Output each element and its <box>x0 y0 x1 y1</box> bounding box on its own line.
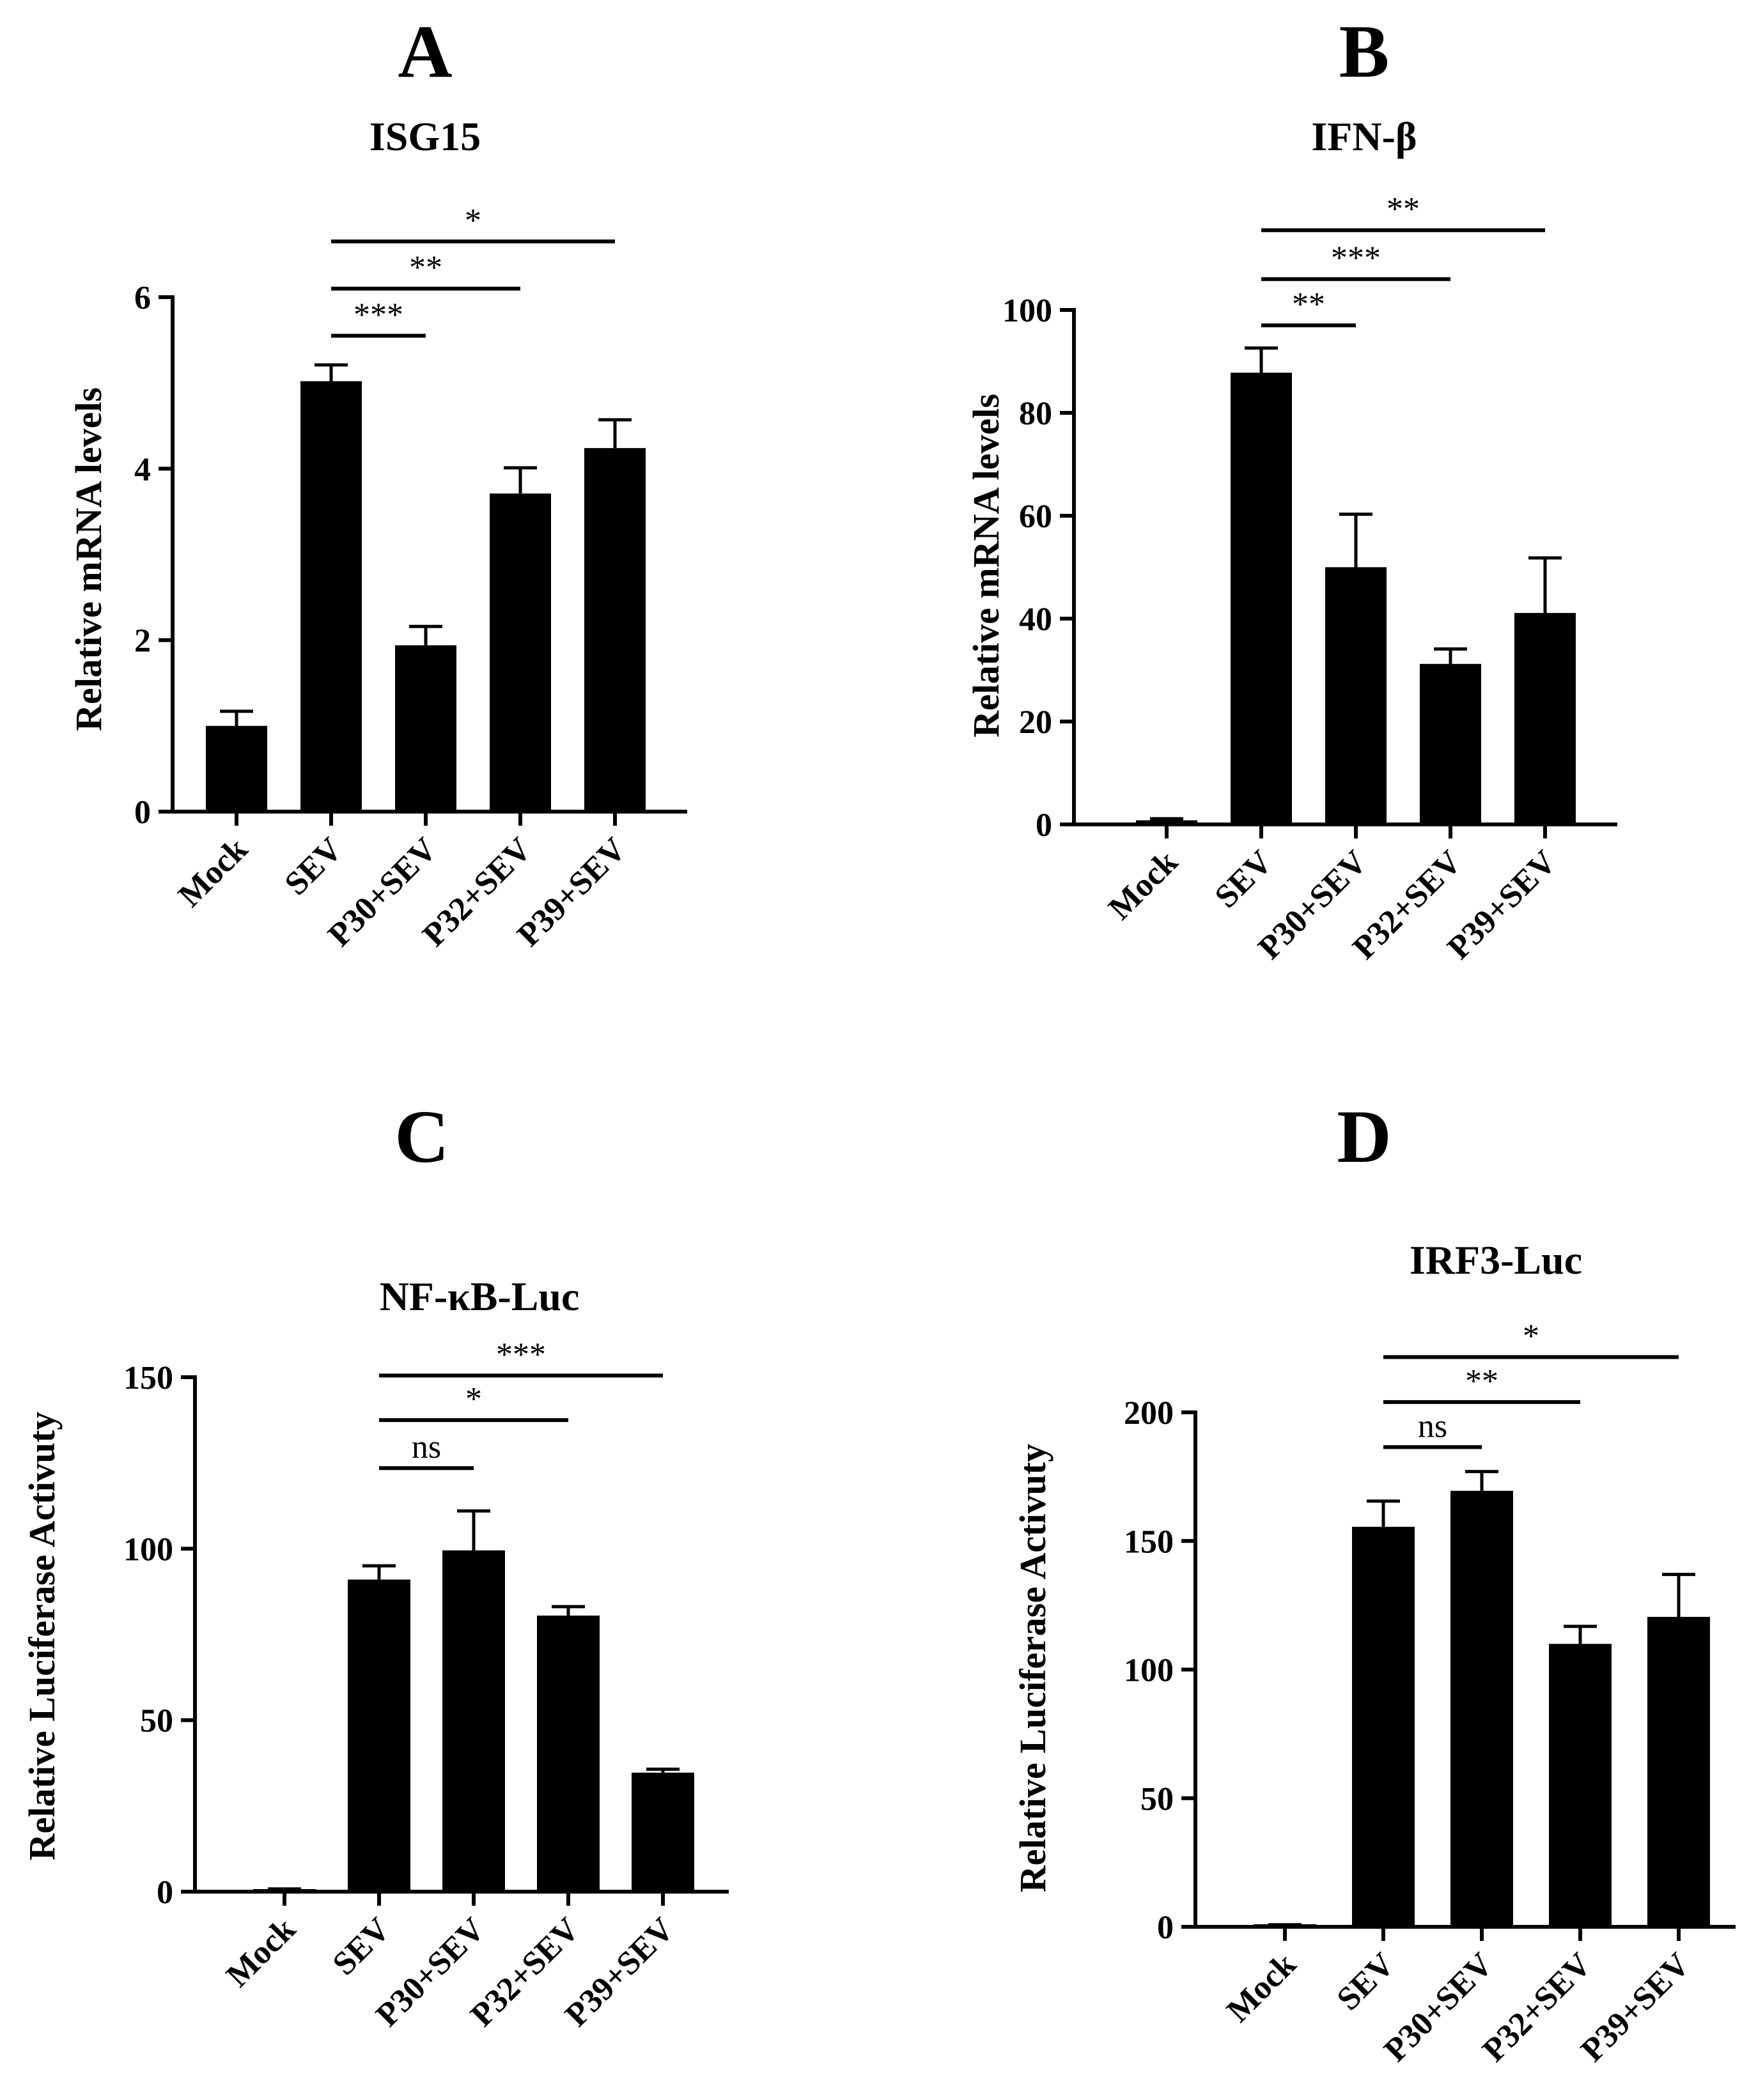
panel-c-bar-4 <box>537 1615 600 1892</box>
panel-a-y-tick-label: 2 <box>134 623 151 660</box>
panel-a: A ISG15 Relative mRNA levels <box>68 10 481 731</box>
panel-d-y-tick-label: 50 <box>1140 1781 1174 1818</box>
panel-d-y-tick-label: 150 <box>1124 1524 1174 1560</box>
panel-d-y-axis-label: Relative Luciferase Activuty <box>1012 1444 1053 1892</box>
panel-c-y-tick-label: 50 <box>140 1703 173 1740</box>
panel-d-significance-label-2: ** <box>1465 1363 1498 1400</box>
panel-d-title: IRF3-Luc <box>1410 1237 1582 1283</box>
panel-letter-d: D <box>1337 1095 1391 1178</box>
panel-b-y-tick-label: 0 <box>1036 807 1052 844</box>
panel-d-bar-5 <box>1647 1616 1710 1927</box>
panel-a-bar-3 <box>395 645 456 812</box>
panel-b-title: IFN-β <box>1311 114 1417 159</box>
panel-c-bar-3 <box>442 1550 505 1892</box>
panel-b-y-tick-label: 20 <box>1019 704 1052 741</box>
panel-b-significance-label-1: ** <box>1292 286 1325 323</box>
panel-c-bar-5 <box>632 1772 694 1892</box>
panel-b-significance-label-3: ** <box>1387 191 1420 228</box>
panel-d-bar-3 <box>1450 1490 1513 1927</box>
panel-b-bar-1 <box>1136 820 1197 824</box>
panel-c-y-tick-label: 0 <box>157 1874 173 1911</box>
panel-d-significance-label-1: ns <box>1418 1408 1447 1444</box>
panel-d-y-tick-label: 200 <box>1124 1395 1174 1432</box>
panel-b-y-tick-label: 100 <box>1002 293 1052 329</box>
panel-letter-c: C <box>394 1095 449 1178</box>
panel-b-y-axis-label: Relative mRNA levels <box>965 394 1007 737</box>
panel-a-bar-5 <box>584 448 646 812</box>
panel-c-significance-label-2: * <box>465 1381 482 1417</box>
panel-c-y-tick-label: 150 <box>123 1360 173 1396</box>
panel-b-bar-5 <box>1514 613 1576 824</box>
panel-b-bar-2 <box>1231 373 1292 824</box>
panel-a-y-axis-label: Relative mRNA levels <box>68 387 109 731</box>
panel-letter-a: A <box>398 10 452 93</box>
panel-letter-b: B <box>1339 10 1390 93</box>
panel-b-significance-label-2: *** <box>1331 240 1381 277</box>
panel-a-bar-2 <box>300 381 362 812</box>
panel-d-significance-label-3: * <box>1523 1318 1539 1354</box>
panel-a-significance-label-2: ** <box>409 250 442 286</box>
panel-b: B IFN-β Relative mRNA levels <box>965 10 1417 737</box>
panel-b-y-tick-label: 40 <box>1019 601 1052 638</box>
panel-b-y-tick-label: 80 <box>1019 396 1052 432</box>
panel-a-bar-1 <box>206 725 267 812</box>
panel-a-y-tick-label: 6 <box>134 280 151 316</box>
panel-a-title: ISG15 <box>369 114 481 159</box>
panel-b-bar-4 <box>1420 663 1481 824</box>
panel-b-bar-3 <box>1325 567 1387 824</box>
panel-c-y-tick-label: 100 <box>123 1531 173 1568</box>
panel-c-bar-2 <box>348 1579 410 1892</box>
panel-a-significance-label-1: *** <box>354 297 403 333</box>
panel-d-y-tick-label: 100 <box>1124 1653 1174 1689</box>
panel-b-y-tick-label: 60 <box>1019 498 1052 535</box>
panel-a-bar-4 <box>490 493 551 812</box>
panel-a-y-tick-label: 4 <box>134 451 151 488</box>
panel-c-significance-label-3: *** <box>496 1336 546 1373</box>
panel-d: D IRF3-Luc Relative Luciferase Activuty <box>1012 1095 1582 1892</box>
panel-c: C NF-κB-Luc Relative Luciferase Activuty <box>21 1095 579 1860</box>
panel-c-y-axis-label: Relative Luciferase Activuty <box>21 1412 63 1860</box>
panel-d-bar-2 <box>1352 1527 1415 1927</box>
panel-d-bar-4 <box>1549 1644 1612 1927</box>
panel-c-significance-label-1: ns <box>412 1429 441 1465</box>
panel-c-title: NF-κB-Luc <box>380 1274 580 1319</box>
panel-d-y-tick-label: 0 <box>1157 1910 1174 1946</box>
panel-a-y-tick-label: 0 <box>134 794 151 831</box>
panel-a-significance-label-3: * <box>465 203 481 239</box>
